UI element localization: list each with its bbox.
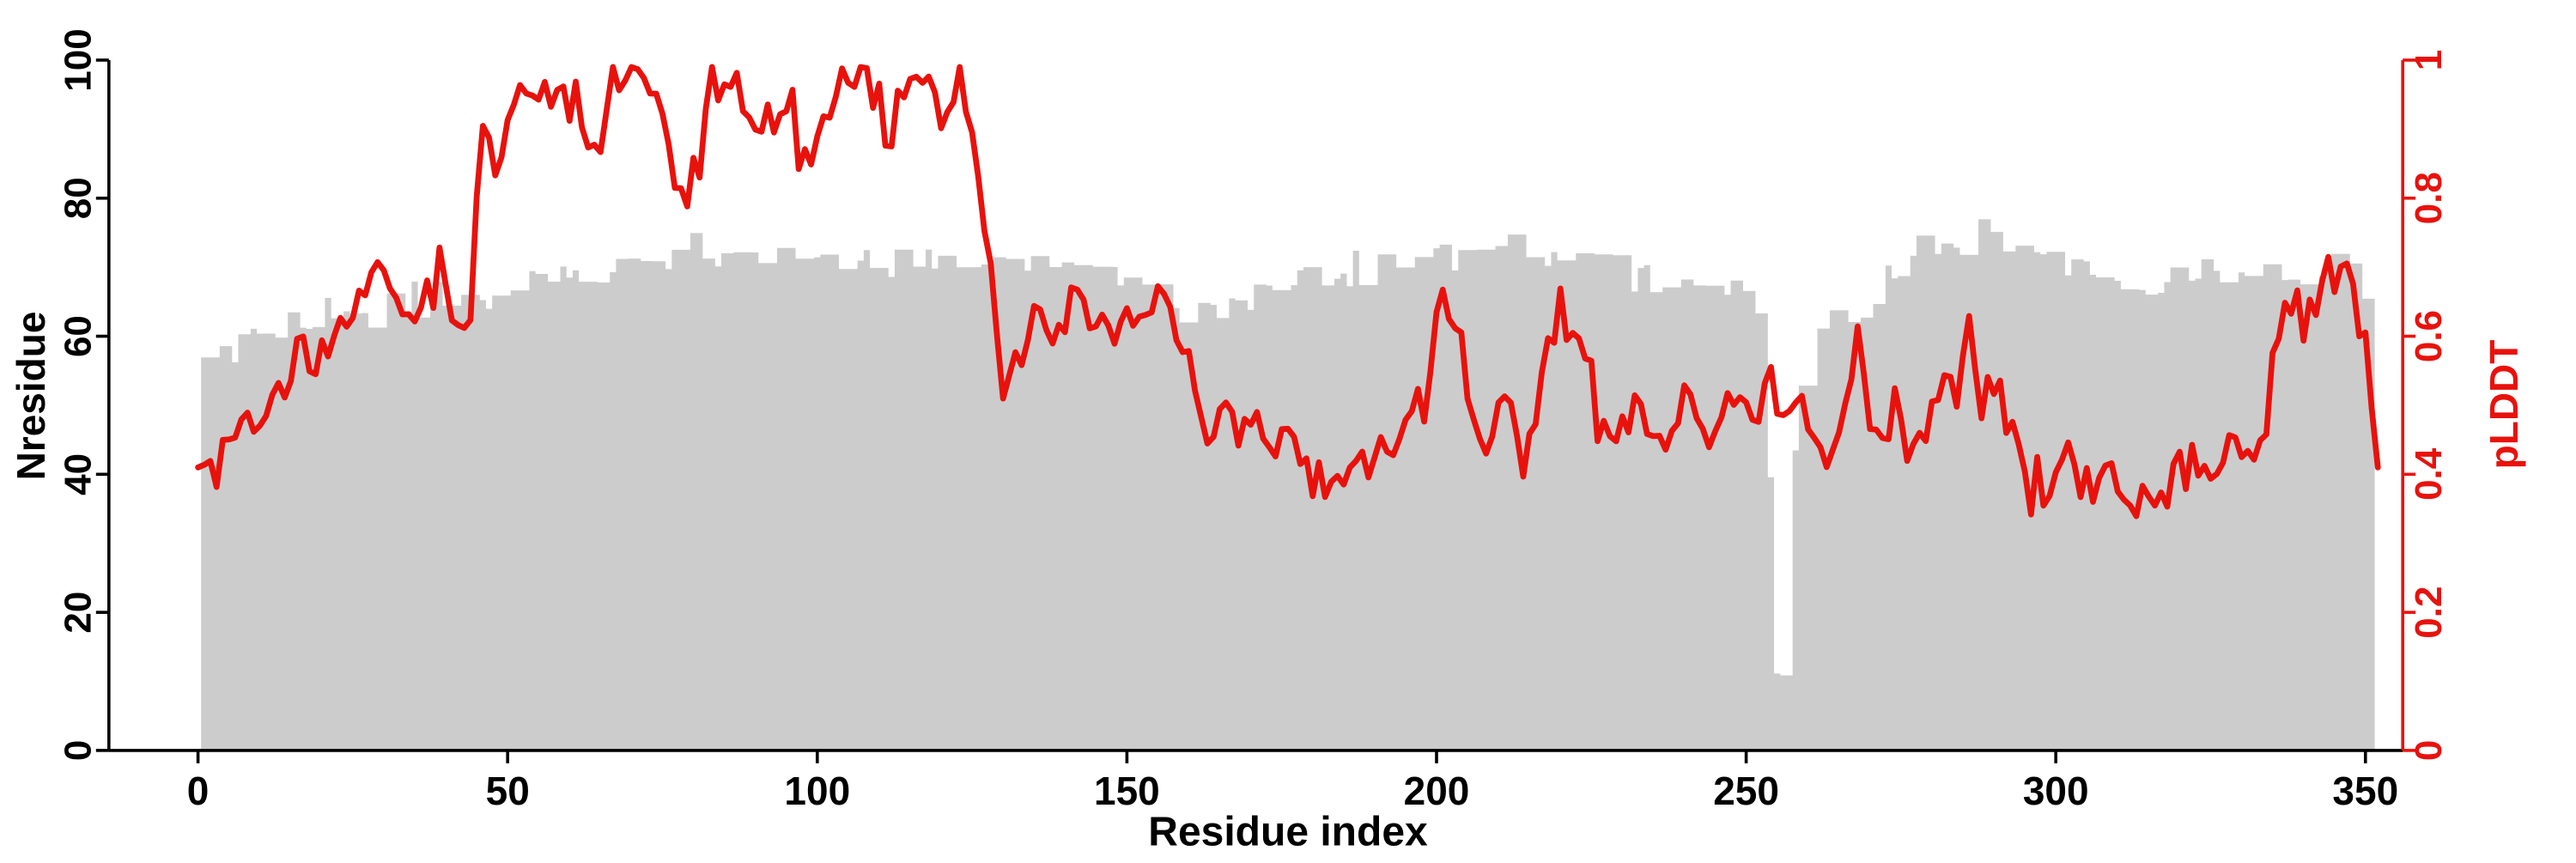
svg-text:60: 60 <box>57 315 99 357</box>
svg-text:40: 40 <box>57 453 99 495</box>
svg-text:80: 80 <box>57 177 99 219</box>
svg-text:250: 250 <box>1713 769 1779 813</box>
svg-text:Nresidue: Nresidue <box>9 312 53 481</box>
svg-text:200: 200 <box>1404 769 1470 813</box>
svg-text:0: 0 <box>57 740 99 761</box>
svg-text:0.6: 0.6 <box>2408 310 2450 362</box>
svg-text:350: 350 <box>2332 769 2398 813</box>
svg-text:Residue index: Residue index <box>1148 810 1428 855</box>
svg-text:pLDDT: pLDDT <box>2482 340 2526 470</box>
svg-text:300: 300 <box>2023 769 2089 813</box>
svg-text:0.4: 0.4 <box>2408 447 2450 501</box>
svg-text:1: 1 <box>2408 50 2450 70</box>
svg-text:0: 0 <box>187 769 210 813</box>
svg-text:150: 150 <box>1094 769 1160 813</box>
svg-text:0.2: 0.2 <box>2408 586 2450 639</box>
svg-text:100: 100 <box>57 28 99 91</box>
svg-text:100: 100 <box>784 769 850 813</box>
svg-text:20: 20 <box>57 592 99 634</box>
svg-text:0.8: 0.8 <box>2408 172 2450 224</box>
svg-text:50: 50 <box>486 769 530 813</box>
svg-text:0: 0 <box>2408 740 2450 761</box>
